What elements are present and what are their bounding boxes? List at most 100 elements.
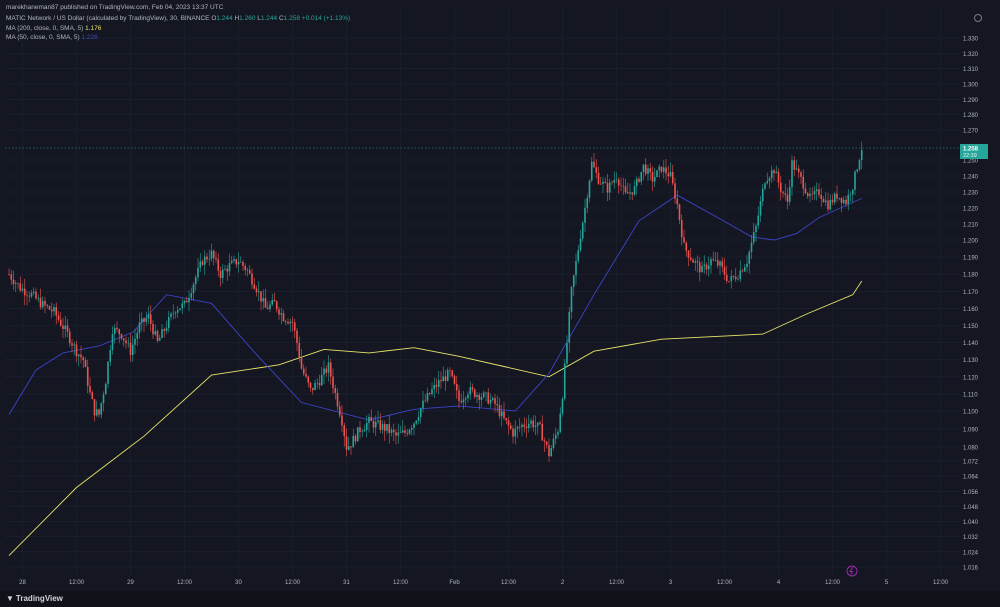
candle-body: [410, 428, 413, 430]
candle-body: [615, 179, 618, 181]
candle-body: [120, 334, 123, 339]
candle-body: [289, 321, 292, 324]
candle-body: [242, 261, 244, 267]
time-tick-label: 31: [343, 580, 350, 586]
ma200-legend[interactable]: MA (200, close, 0, SMA, 5) 1.176: [6, 24, 101, 33]
candle-body: [59, 319, 62, 326]
candle-body: [379, 420, 382, 430]
candle-body: [503, 411, 505, 419]
candle-body: [584, 207, 586, 223]
candle-body: [361, 431, 364, 432]
candle-body: [316, 382, 319, 384]
candle-body: [174, 312, 177, 314]
candle-body: [462, 399, 465, 403]
candle-body: [32, 291, 35, 293]
ohlc-open-label: O: [211, 15, 217, 22]
candle-body: [557, 431, 559, 435]
candle-body: [624, 186, 627, 193]
candle-body: [14, 283, 17, 284]
candle-body: [512, 428, 514, 437]
candle-body: [764, 183, 766, 189]
tradingview-logo[interactable]: ▼ TradingView: [6, 594, 63, 603]
candle-body: [755, 225, 757, 233]
bar-countdown: 22:39: [963, 153, 977, 159]
price-tick-label: 1.230: [963, 191, 979, 197]
candle-body: [50, 309, 53, 312]
candle-body: [386, 424, 388, 431]
ohlc-low-label: L: [257, 15, 261, 22]
price-tick-label: 1.280: [963, 113, 979, 119]
ma50-legend[interactable]: MA (50, close, 0, SMA, 5) 1.226: [6, 33, 98, 42]
candle-body: [622, 185, 625, 187]
candle-body: [296, 330, 298, 343]
time-axis[interactable]: 28 12:00 29 12:00 30 12:00 31 12:00 Feb 12:00 2 12:…: [19, 580, 949, 586]
brand-name: TradingView: [15, 594, 63, 603]
price-tick-label: 1.190: [963, 256, 979, 262]
candle-body: [95, 409, 98, 416]
candle-body: [435, 384, 438, 387]
candle-body: [845, 199, 847, 205]
price-tick-label: 1.270: [963, 129, 979, 135]
candle-body: [451, 370, 454, 376]
price-tick-label: 1.130: [963, 358, 979, 364]
candle-body: [320, 374, 323, 386]
candle-body: [656, 170, 658, 178]
candle-body: [291, 321, 294, 323]
candle-body: [68, 331, 71, 344]
candle-body: [284, 321, 287, 322]
candle-body: [143, 318, 145, 322]
candle-body: [750, 242, 753, 252]
candle-body: [613, 179, 616, 183]
candle-body: [791, 160, 793, 188]
candle-body: [66, 325, 69, 332]
candle-body: [176, 310, 179, 313]
candle-body: [638, 178, 640, 182]
chart-settings-icon[interactable]: [974, 14, 982, 22]
candle-body: [739, 270, 742, 280]
candle-body: [253, 284, 256, 289]
price-axis[interactable]: 1.016 1.024 1.032 1.040 1.048 1.056 1.064 1.072…: [960, 0, 1000, 591]
candle-body: [8, 274, 10, 275]
candle-body: [590, 161, 593, 181]
candle-body: [806, 193, 809, 197]
price-tick-label: 1.100: [963, 410, 979, 416]
candle-body: [788, 187, 791, 202]
candle-body: [230, 260, 233, 264]
candle-body: [341, 415, 343, 426]
candle-body: [235, 259, 238, 265]
candle-body: [370, 416, 373, 421]
candle-body: [170, 313, 172, 318]
candle-body: [575, 260, 577, 276]
candle-body: [491, 398, 494, 400]
candle-body: [737, 279, 739, 280]
candle-body: [453, 375, 456, 384]
candle-body: [422, 400, 424, 409]
candle-body: [536, 422, 539, 426]
candle-body: [343, 425, 346, 437]
candle-body: [611, 182, 613, 184]
candle-body: [199, 261, 202, 268]
time-tick-label: 12:00: [609, 580, 625, 586]
candle-body: [329, 362, 332, 377]
price-tick-label: 1.024: [963, 550, 979, 556]
lightning-icon[interactable]: [846, 565, 858, 577]
price-tick-label: 1.140: [963, 341, 979, 347]
candle-body: [19, 283, 22, 291]
candle-body: [269, 304, 271, 310]
price-tick-label: 1.056: [963, 490, 979, 496]
candle-body: [714, 260, 717, 261]
candle-body: [73, 344, 76, 346]
time-tick-label: 2: [561, 580, 565, 586]
candle-body: [163, 329, 166, 331]
candle-body: [404, 430, 406, 433]
candle-body: [620, 185, 622, 187]
candle-body: [629, 192, 631, 194]
candle-body: [649, 168, 652, 173]
candle-body: [71, 343, 73, 346]
candle-body: [440, 380, 442, 382]
candle-body: [550, 448, 553, 457]
candle-body: [743, 267, 746, 272]
candle-body: [392, 429, 395, 433]
candle-body: [194, 277, 197, 285]
